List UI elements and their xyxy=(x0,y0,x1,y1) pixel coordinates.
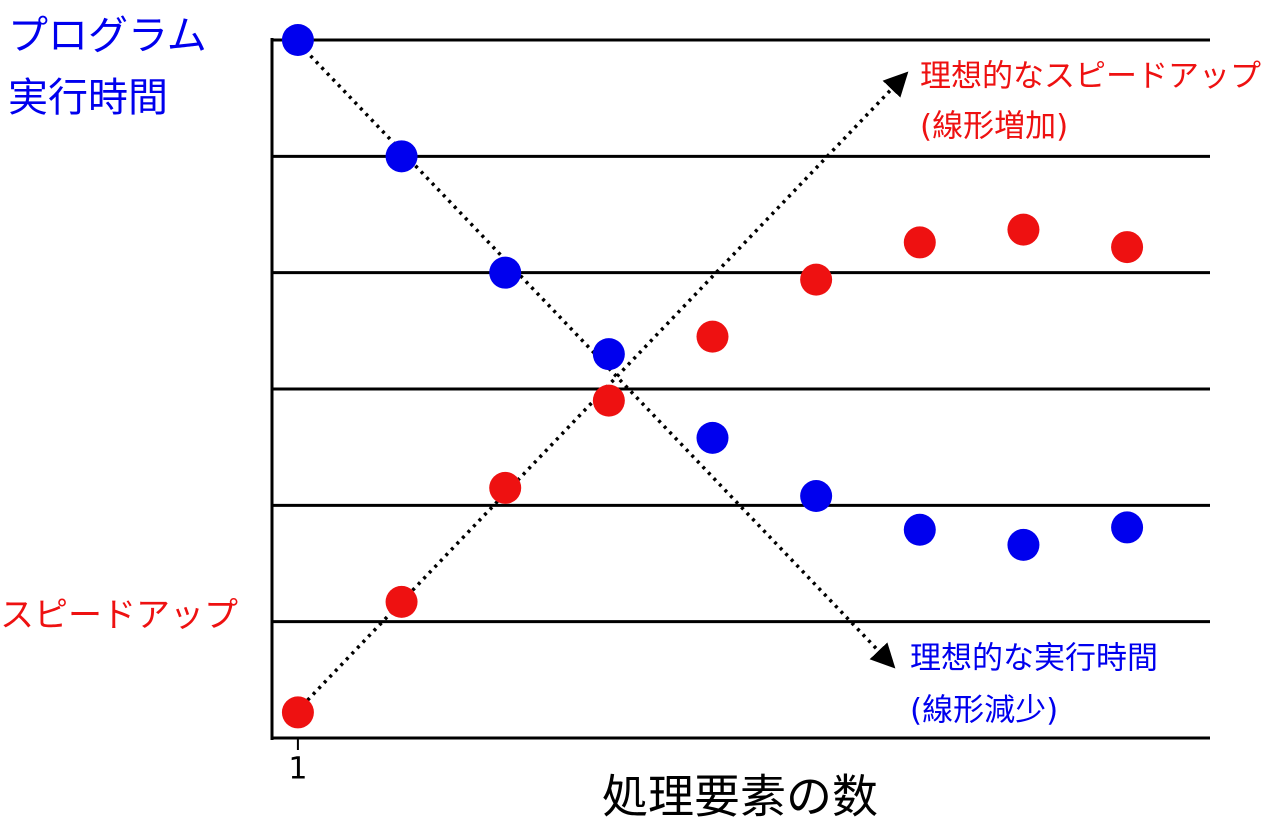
point xyxy=(1111,511,1144,544)
point xyxy=(903,226,936,259)
point xyxy=(592,384,625,417)
point xyxy=(1007,528,1040,561)
point xyxy=(800,263,833,296)
annotation: (線形増加) xyxy=(920,109,1068,145)
point xyxy=(281,696,314,729)
annotation: 理想的なスピードアップ xyxy=(920,59,1261,95)
point xyxy=(592,338,625,371)
point xyxy=(385,140,418,173)
point xyxy=(489,256,522,289)
point xyxy=(1111,231,1144,264)
x-label: 処理要素の数 xyxy=(602,770,878,824)
point xyxy=(696,421,729,454)
point xyxy=(489,471,522,504)
point xyxy=(903,513,936,546)
point xyxy=(385,585,418,618)
y-label: 実行時間 xyxy=(8,75,168,121)
annotation: (線形減少) xyxy=(910,693,1058,729)
speedup-label: スピードアップ xyxy=(0,596,238,636)
point xyxy=(696,320,729,353)
annotation: 理想的な実行時間 xyxy=(910,641,1158,677)
x-tick-label: 1 xyxy=(288,752,307,787)
y-label: プログラム xyxy=(8,13,207,59)
point xyxy=(1007,213,1040,246)
point xyxy=(281,24,314,56)
point xyxy=(800,480,833,513)
